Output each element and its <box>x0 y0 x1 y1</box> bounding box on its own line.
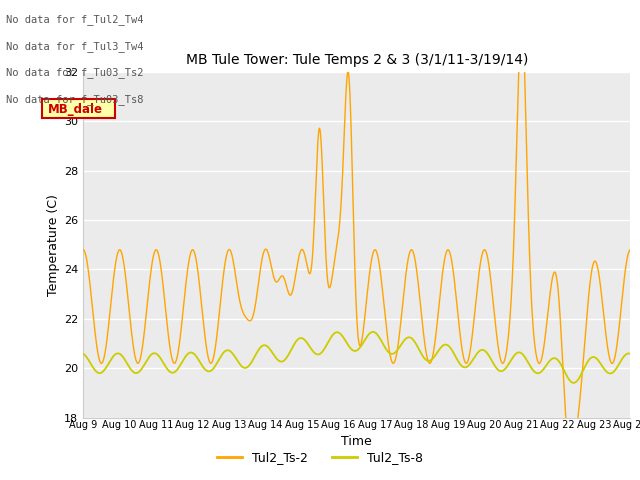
Title: MB Tule Tower: Tule Temps 2 & 3 (3/1/11-3/19/14): MB Tule Tower: Tule Temps 2 & 3 (3/1/11-… <box>186 53 528 67</box>
Text: No data for f_Tul2_Tw4: No data for f_Tul2_Tw4 <box>6 14 144 25</box>
Legend: Tul2_Ts-2, Tul2_Ts-8: Tul2_Ts-2, Tul2_Ts-8 <box>212 446 428 469</box>
Y-axis label: Temperature (C): Temperature (C) <box>47 194 60 296</box>
Text: No data for f_Tu03_Ts2: No data for f_Tu03_Ts2 <box>6 67 144 78</box>
Text: No data for f_Tu03_Ts8: No data for f_Tu03_Ts8 <box>6 94 144 105</box>
Text: MB_dale: MB_dale <box>47 103 102 116</box>
Text: No data for f_Tul3_Tw4: No data for f_Tul3_Tw4 <box>6 41 144 52</box>
X-axis label: Time: Time <box>341 434 372 447</box>
